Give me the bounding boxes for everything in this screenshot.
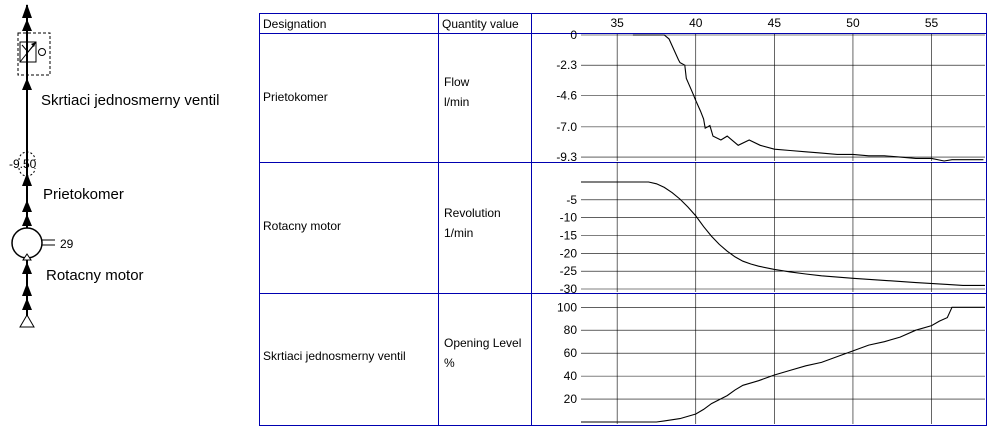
row-quantity: Flow xyxy=(444,75,470,89)
row-designation: Skrtiaci jednosmerny ventil xyxy=(263,349,406,363)
y-tick-label: -15 xyxy=(560,229,578,243)
x-tick-label: 50 xyxy=(846,16,860,30)
y-tick-label: 60 xyxy=(564,346,578,360)
row-designation: Prietokomer xyxy=(263,90,328,104)
flow-arrow-icon xyxy=(22,262,32,274)
tank-icon xyxy=(19,314,35,328)
x-tick-label: 55 xyxy=(925,16,939,30)
header-quantity: Quantity value xyxy=(442,17,519,31)
row-quantity: Opening Level xyxy=(444,336,522,350)
x-tick-label: 40 xyxy=(689,16,703,30)
y-tick-label: -20 xyxy=(560,246,578,260)
column-divider xyxy=(438,14,439,425)
y-tick-label: 0 xyxy=(570,28,577,42)
flowmeter-value: -9.50 xyxy=(9,157,37,171)
row-designation: Rotacny motor xyxy=(263,219,342,233)
data-table: Designation Quantity value Prietokomer F… xyxy=(259,13,987,426)
flow-arrow-icon xyxy=(22,78,32,90)
flow-arrow-icon xyxy=(22,200,32,212)
flowmeter-icon xyxy=(18,151,36,161)
header-designation: Designation xyxy=(263,17,327,31)
column-divider xyxy=(531,14,532,425)
y-tick-label: -2.3 xyxy=(556,58,577,72)
x-tick-label: 45 xyxy=(768,16,782,30)
flow-arrow-icon xyxy=(22,19,32,31)
y-tick-label: -7.0 xyxy=(556,120,577,134)
check-valve-icon xyxy=(38,48,46,56)
y-tick-label: -25 xyxy=(560,264,578,278)
y-tick-label: 20 xyxy=(564,392,578,406)
motor-label: Rotacny motor xyxy=(46,267,144,284)
row-unit: 1/min xyxy=(444,226,474,240)
row-unit: l/min xyxy=(444,95,470,109)
flow-arrow-icon xyxy=(22,173,32,186)
y-tick-label: -9.3 xyxy=(556,150,577,164)
valve-label: Skrtiaci jednosmerny ventil xyxy=(41,92,220,109)
row-divider xyxy=(260,293,986,294)
y-tick-label: -10 xyxy=(560,211,578,225)
flow-arrow-icon xyxy=(22,283,32,296)
y-tick-label: 100 xyxy=(557,300,577,314)
flow-arrow-icon xyxy=(22,214,32,226)
flow-arrow-icon xyxy=(22,4,32,18)
x-tick-label: 35 xyxy=(610,16,624,30)
row-divider xyxy=(260,162,986,163)
motor-value: 29 xyxy=(60,237,74,251)
hydraulic-schematic xyxy=(11,4,55,328)
flowmeter-label: Prietokomer xyxy=(43,186,124,203)
series-line xyxy=(632,34,984,162)
y-tick-label: -30 xyxy=(560,282,578,296)
y-tick-label: 40 xyxy=(564,369,578,383)
y-tick-label: -5 xyxy=(566,193,577,207)
row-quantity: Revolution xyxy=(444,206,501,220)
flow-arrow-icon xyxy=(22,298,32,310)
series-line xyxy=(581,181,985,286)
row-unit: % xyxy=(444,356,455,370)
header-divider xyxy=(260,33,986,34)
series-line xyxy=(581,306,985,423)
y-tick-label: 80 xyxy=(564,323,578,337)
y-tick-label: -4.6 xyxy=(556,88,577,102)
